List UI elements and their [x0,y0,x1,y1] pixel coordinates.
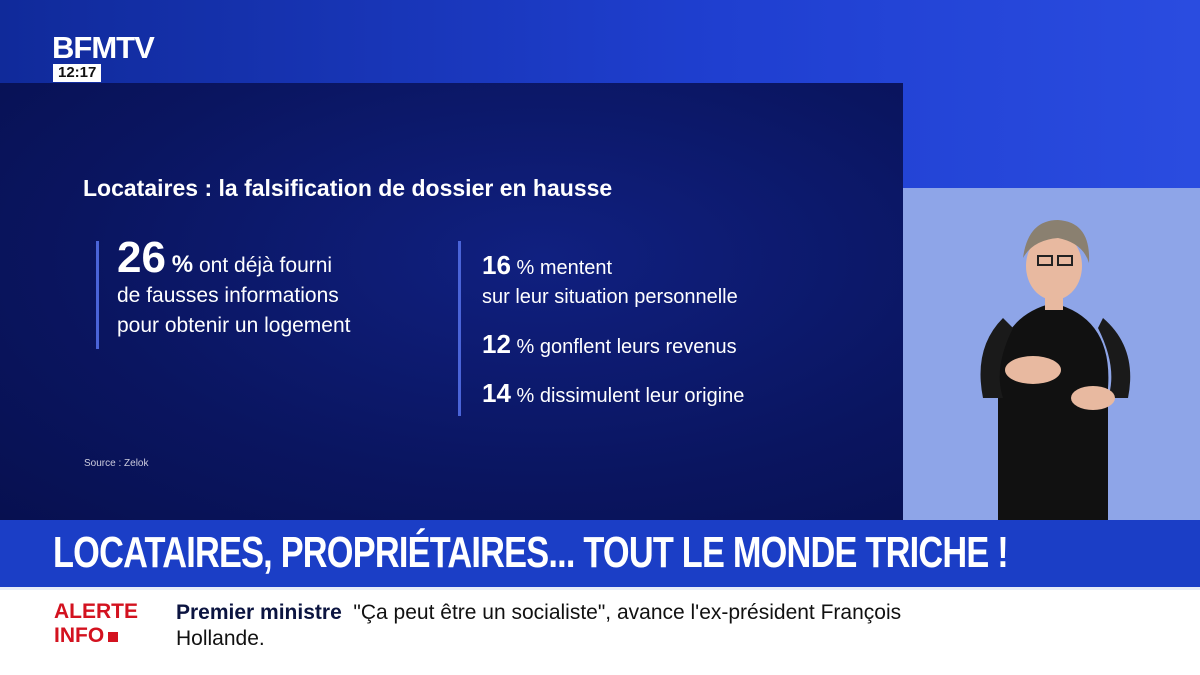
source-note: Source : Zelok [84,458,149,469]
stat-text: dissimulent leur origine [539,385,745,407]
clock: 12:17 [53,64,102,82]
main-stat-text: de fausses informations [117,284,339,307]
stat-unit: % [516,385,535,407]
stat-value: 12 [482,329,511,359]
stat-text: gonflent leurs revenus [539,336,737,358]
divider [458,241,461,416]
stat-text: mentent [539,257,613,279]
interpreter-figure [980,220,1131,520]
main-stat-text: pour obtenir un logement [117,314,351,337]
stat-unit: % [516,257,535,279]
ticker-topic: Premier ministre [176,601,342,624]
stat-item: 12 % gonflent leurs revenus [482,330,737,362]
stat-text: sur leur situation personnelle [482,286,738,308]
square-icon [108,632,119,642]
alert-label-line: INFO [54,624,105,647]
ticker-text: Premier ministre "Ça peut être un social… [176,600,936,652]
stat-unit: % [516,336,535,358]
alert-info-label: ALERTE INFO [54,600,138,648]
main-stat-value: 26 [117,233,166,282]
channel-logo: BFMTV [52,30,155,65]
infographic-panel: Locataires : la falsification de dossier… [0,83,903,520]
stat-item: 14 % dissimulent leur origine [482,379,744,411]
divider [96,241,99,349]
stat-value: 16 [482,250,511,280]
main-stat-text: ont déjà fourni [198,254,333,277]
stat-value: 14 [482,378,511,408]
main-stat-unit: % [171,251,194,278]
sign-language-interpreter [903,188,1200,520]
headline-banner: LOCATAIRES, PROPRIÉTAIRES... TOUT LE MON… [0,520,1200,590]
alert-label-line: ALERTE [54,600,138,623]
main-stat: 26 % ont déjà fourni de fausses informat… [117,236,351,341]
ticker-message: "Ça peut être un socialiste", avance l'e… [176,601,902,650]
stat-item: 16 % mentent sur leur situation personne… [482,251,738,312]
news-ticker: ALERTE INFO Premier ministre "Ça peut êt… [0,590,1200,675]
infographic-title: Locataires : la falsification de dossier… [83,175,613,201]
headline: LOCATAIRES, PROPRIÉTAIRES... TOUT LE MON… [53,528,1009,577]
